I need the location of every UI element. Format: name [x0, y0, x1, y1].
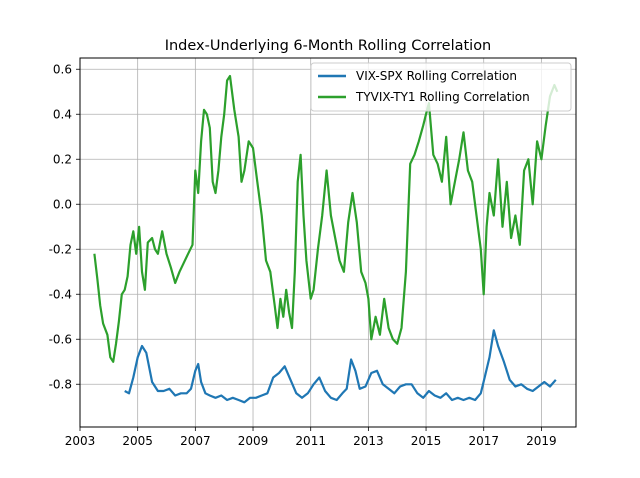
- series-line-vix-spx-rolling-correlation: [124, 329, 557, 404]
- y-tick-label: -0.8: [49, 377, 72, 391]
- legend: VIX-SPX Rolling Correlation TYVIX-TY1 Ro…: [310, 62, 572, 112]
- x-tick-label: 2003: [65, 434, 96, 448]
- y-tick-label: 0.2: [53, 152, 72, 166]
- x-tick-label: 2015: [411, 434, 442, 448]
- series-line-tyvix-ty1-rolling-correlation: [93, 74, 559, 363]
- legend-box: [310, 62, 572, 112]
- x-tick-label: 2013: [353, 434, 384, 448]
- y-tick-label: 0.6: [53, 62, 72, 76]
- y-tick-label: -0.2: [49, 242, 72, 256]
- x-axis: 2003 2005 2007 2009 2011 2013 2015 2017 2019: [65, 427, 557, 448]
- grid: [79, 58, 576, 427]
- legend-label-vix-spx: VIX-SPX Rolling Correlation: [356, 69, 517, 83]
- y-axis: -0.8 -0.6 -0.4 -0.2 0.0 0.2 0.4 0.6: [49, 62, 80, 391]
- x-tick-label: 2019: [526, 434, 557, 448]
- chart-title: Index-Underlying 6-Month Rolling Correla…: [165, 38, 492, 54]
- y-tick-label: 0.4: [53, 107, 72, 121]
- series-layer: [93, 74, 559, 404]
- y-tick-label: -0.6: [49, 332, 72, 346]
- x-tick-label: 2017: [468, 434, 499, 448]
- x-tick-label: 2009: [238, 434, 269, 448]
- x-tick-label: 2005: [122, 434, 153, 448]
- plot-frame: [79, 57, 577, 428]
- legend-label-tyvix-ty1: TYVIX-TY1 Rolling Correlation: [355, 90, 530, 104]
- x-tick-label: 2011: [295, 434, 326, 448]
- x-tick-label: 2007: [180, 434, 211, 448]
- y-tick-label: 0.0: [53, 197, 72, 211]
- y-tick-label: -0.4: [49, 287, 72, 301]
